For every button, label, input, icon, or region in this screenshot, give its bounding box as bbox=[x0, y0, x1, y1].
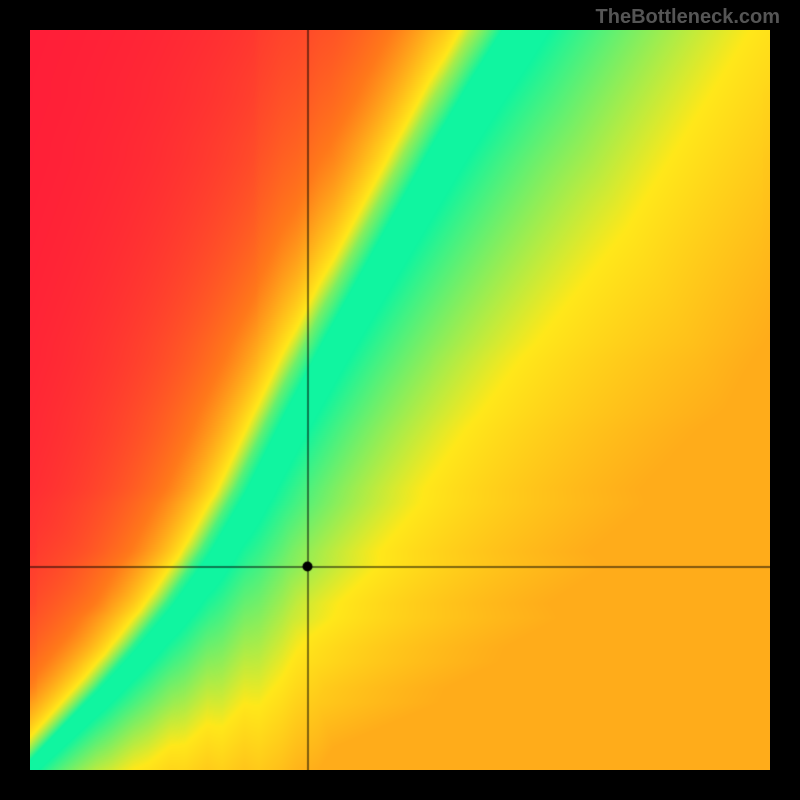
chart-container: TheBottleneck.com bbox=[0, 0, 800, 800]
watermark-text: TheBottleneck.com bbox=[596, 6, 780, 29]
heatmap-canvas bbox=[30, 30, 770, 770]
heatmap-plot bbox=[30, 30, 770, 770]
